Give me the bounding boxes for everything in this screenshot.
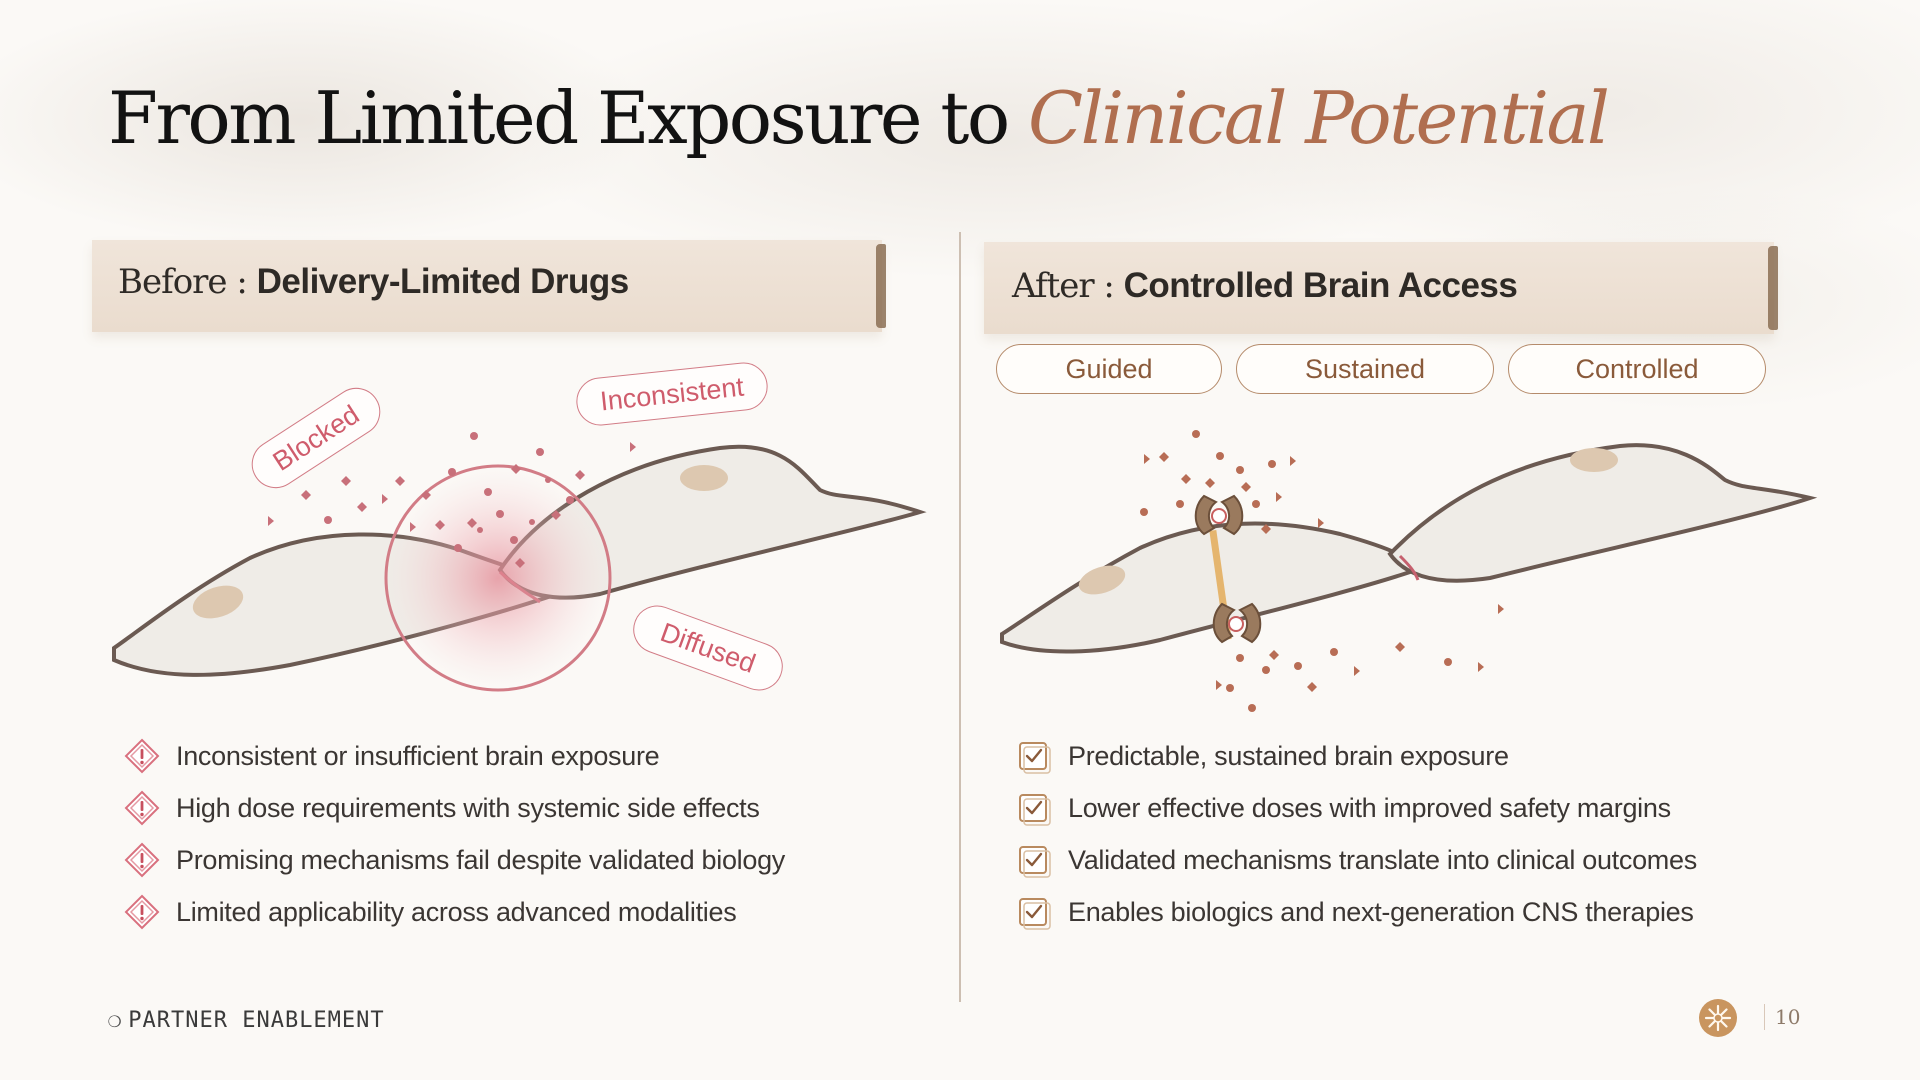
before-list: Inconsistent or insufficient brain expos… — [124, 730, 785, 938]
controlled-channel — [1194, 494, 1262, 644]
after-list-item: Predictable, sustained brain exposure — [1016, 730, 1697, 782]
warning-diamond-icon — [124, 894, 160, 930]
guided-pill: Guided — [996, 344, 1222, 394]
slide-title: From Limited Exposure to Clinical Potent… — [108, 82, 1610, 154]
title-accent: Clinical Potential — [1028, 76, 1610, 160]
after-item-text: Enables biologics and next-generation CN… — [1068, 896, 1694, 927]
before-item-text: Promising mechanisms fail despite valida… — [176, 844, 786, 875]
warning-diamond-icon — [124, 842, 160, 878]
before-item-text: Limited applicability across advanced mo… — [176, 896, 737, 927]
banner-torn-edge — [876, 244, 886, 328]
warning-diamond-icon — [124, 738, 160, 774]
after-banner: After : Controlled Brain Access — [984, 242, 1778, 334]
before-item-text: High dose requirements with systemic sid… — [176, 792, 760, 823]
cell-right — [1387, 443, 1818, 583]
footer: ❍ PARTNER ENABLEMENT — [108, 1008, 385, 1033]
after-item-text: Validated mechanisms translate into clin… — [1068, 844, 1697, 875]
before-illustration — [112, 432, 927, 692]
checkbox-icon — [1019, 898, 1051, 930]
after-prefix: After : — [1012, 266, 1124, 306]
before-banner: Before : Delivery-Limited Drugs — [92, 240, 886, 332]
before-list-item: Promising mechanisms fail despite valida… — [124, 834, 785, 886]
controlled-pill: Controlled — [1508, 344, 1766, 394]
after-item-text: Lower effective doses with improved safe… — [1068, 792, 1671, 823]
after-list-item: Lower effective doses with improved safe… — [1016, 782, 1697, 834]
particles — [1140, 430, 1504, 712]
after-list-item: Validated mechanisms translate into clin… — [1016, 834, 1697, 886]
title-plain: From Limited Exposure to — [108, 76, 1029, 160]
after-list: Predictable, sustained brain exposure Lo… — [1016, 730, 1697, 938]
after-heading: Controlled Brain Access — [1123, 266, 1518, 305]
sun-burst-icon — [1699, 999, 1737, 1037]
footer-label: PARTNER ENABLEMENT — [128, 1008, 385, 1033]
before-list-item: High dose requirements with systemic sid… — [124, 782, 785, 834]
sustained-pill: Sustained — [1236, 344, 1494, 394]
after-item-text: Predictable, sustained brain exposure — [1068, 740, 1509, 771]
before-prefix: Before : — [118, 262, 257, 302]
checkbox-icon — [1019, 846, 1051, 878]
after-illustration — [1000, 430, 1818, 712]
checkbox-icon — [1019, 794, 1051, 826]
warning-diamond-icon — [124, 790, 160, 826]
column-divider — [959, 232, 961, 1002]
after-list-item: Enables biologics and next-generation CN… — [1016, 886, 1697, 938]
before-heading: Delivery-Limited Drugs — [256, 262, 630, 301]
checkbox-icon — [1019, 742, 1051, 774]
before-list-item: Limited applicability across advanced mo… — [124, 886, 785, 938]
page-number: 10 — [1764, 1004, 1800, 1030]
particles — [268, 432, 636, 568]
cell-left — [1000, 521, 1414, 654]
banner-torn-edge — [1768, 246, 1778, 330]
half-circle-icon: ❍ — [108, 1008, 123, 1033]
before-list-item: Inconsistent or insufficient brain expos… — [124, 730, 785, 782]
before-item-text: Inconsistent or insufficient brain expos… — [176, 740, 660, 771]
